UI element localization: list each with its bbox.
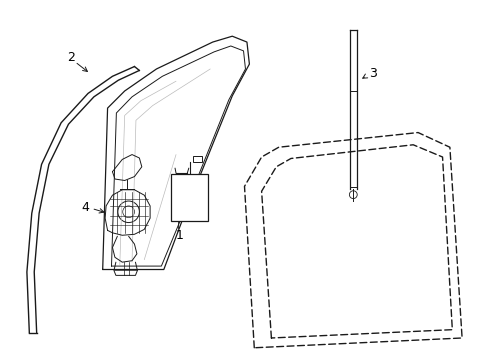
Text: 2: 2	[67, 51, 75, 64]
Bar	[171, 174, 207, 221]
Text: 3: 3	[368, 67, 376, 80]
Text: 4: 4	[81, 201, 89, 214]
Text: 1: 1	[176, 229, 183, 242]
Bar	[193, 156, 202, 162]
